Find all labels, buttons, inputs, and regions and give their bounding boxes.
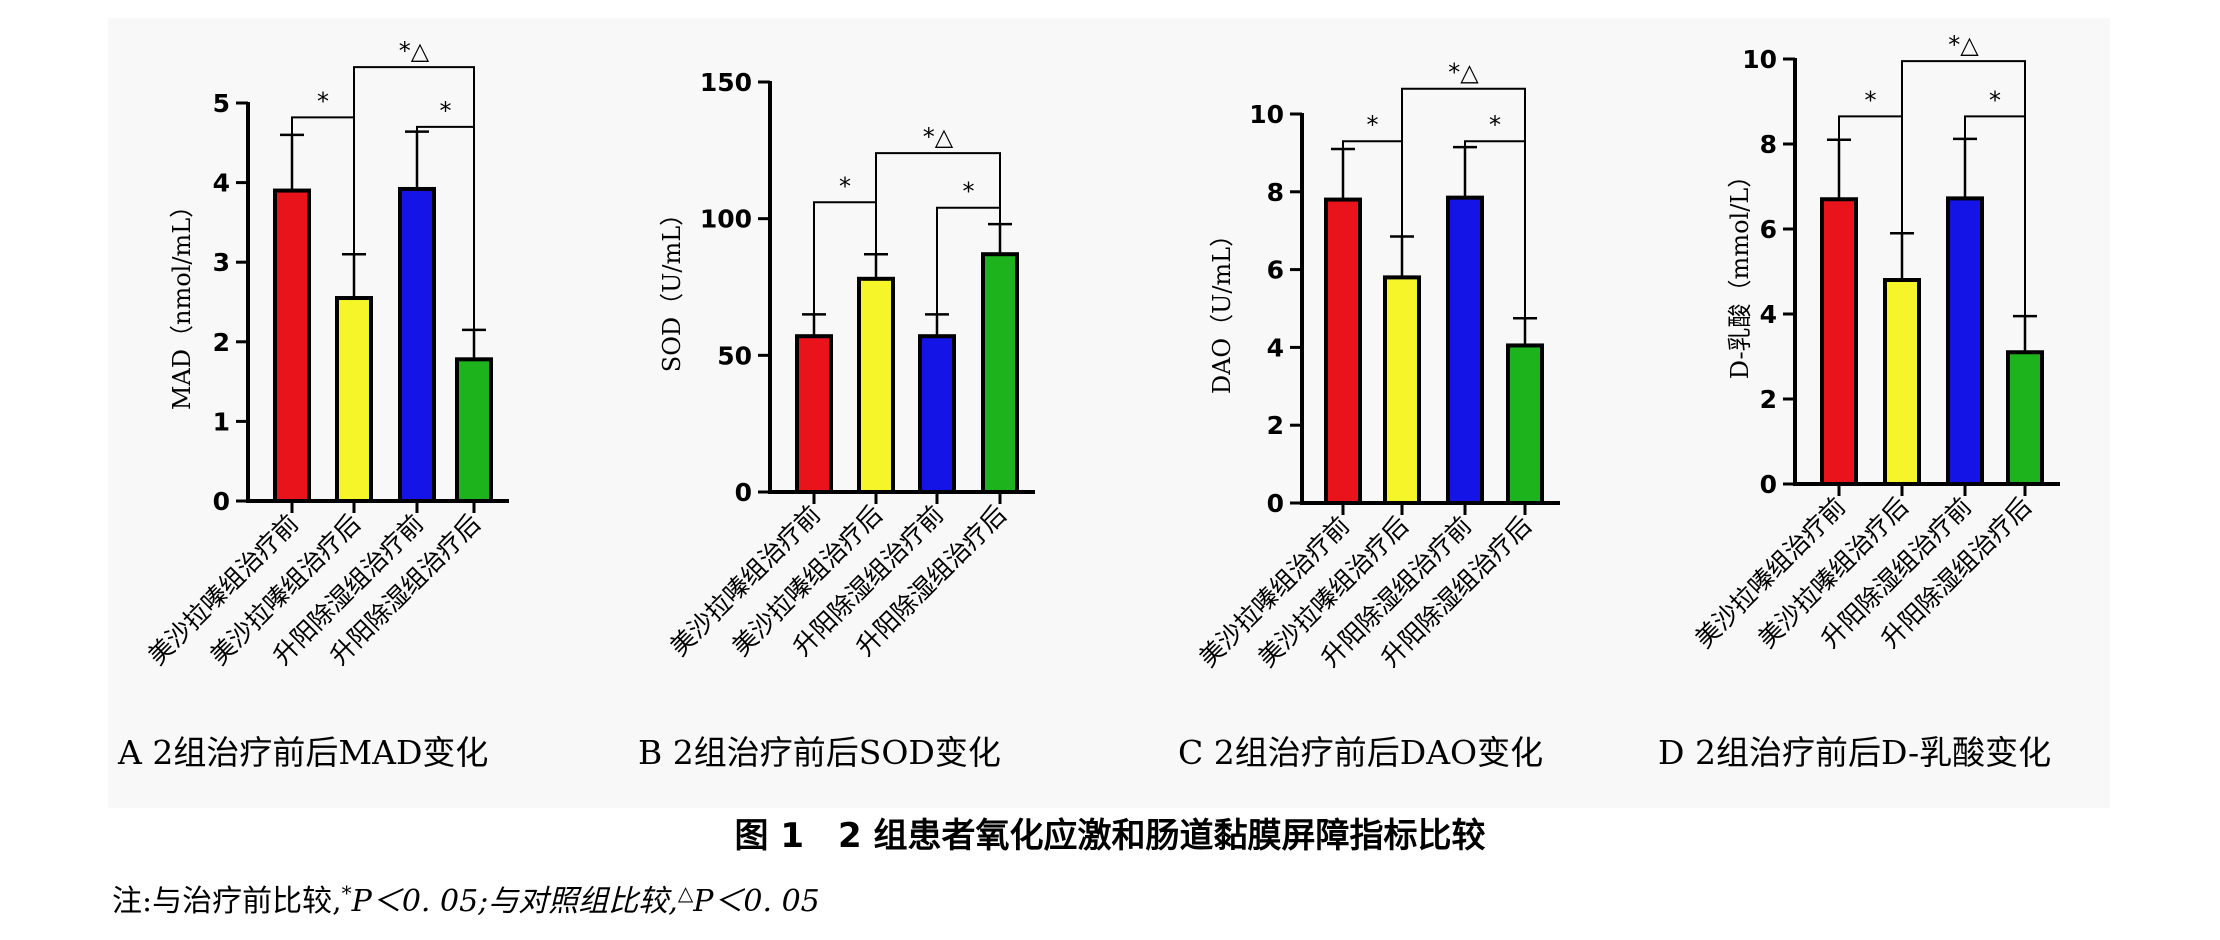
- figure-caption: 图 1 2 组患者氧化应激和肠道黏膜屏障指标比较: [734, 816, 1486, 856]
- y-axis-label: DAO（U/mL）: [1208, 223, 1236, 394]
- y-tick-label: 6: [1267, 256, 1284, 285]
- y-tick-label: 2: [213, 328, 230, 357]
- y-tick-label: 6: [1760, 215, 1777, 244]
- bar: [981, 252, 1019, 494]
- bar: [1324, 197, 1362, 506]
- y-tick-label: 4: [213, 169, 230, 198]
- note-prefix: 注:与治疗前比较,: [112, 884, 342, 919]
- bar: [857, 276, 895, 494]
- note-p-text-1: P＜0. 05;与对照组比较,: [351, 884, 678, 919]
- panel-caption: A 2组治疗前后MAD变化: [117, 733, 488, 772]
- significance-bracket: [416, 125, 475, 330]
- significance-label: *: [839, 172, 851, 200]
- y-tick-label: 3: [213, 248, 230, 277]
- figure-charts: 012345MAD（nmol/mL）美沙拉嗪组治疗前美沙拉嗪组治疗后升阳除湿组治…: [117, 31, 2060, 772]
- significance-label: *△: [399, 37, 430, 65]
- significance-label: *: [1367, 111, 1379, 139]
- figure-note: 注:与治疗前比较,*P＜0. 05;与对照组比较,△P＜0. 05: [112, 876, 820, 920]
- significance-label: *△: [923, 123, 954, 151]
- significance-bracket: [936, 206, 1001, 315]
- significance-bracket: [1964, 115, 2026, 317]
- y-tick-label: 4: [1760, 300, 1777, 329]
- bar: [918, 334, 956, 495]
- bar: [1946, 196, 1984, 486]
- significance-label: *: [963, 178, 975, 206]
- y-tick-label: 1: [213, 407, 230, 436]
- note-star: *: [341, 881, 352, 905]
- y-tick-label: 4: [1267, 333, 1284, 362]
- bar: [273, 188, 311, 503]
- bar: [455, 357, 493, 504]
- panel-caption: D 2组治疗前后D-乳酸变化: [1658, 733, 2051, 772]
- bar: [1820, 197, 1858, 486]
- significance-label: *: [440, 97, 452, 125]
- y-tick-label: 150: [700, 68, 752, 97]
- note-p-text-2: P＜0. 05: [693, 884, 820, 919]
- y-tick-label: 0: [1267, 489, 1284, 518]
- y-tick-label: 50: [717, 341, 752, 370]
- y-tick-label: 2: [1760, 385, 1777, 414]
- panel-caption: B 2组治疗前后SOD变化: [638, 733, 1001, 772]
- y-tick-label: 2: [1267, 411, 1284, 440]
- y-tick-label: 100: [700, 205, 752, 234]
- y-tick-label: 0: [1760, 470, 1777, 499]
- significance-label: *△: [1948, 31, 1979, 59]
- figure-panel: [108, 18, 2110, 808]
- y-tick-label: 10: [1249, 100, 1284, 129]
- bar: [1506, 343, 1544, 505]
- significance-label: *: [1865, 86, 1877, 114]
- panel-caption: C 2组治疗前后DAO变化: [1178, 733, 1543, 772]
- y-axis-label: MAD（nmol/mL）: [168, 194, 196, 410]
- significance-bracket: [1464, 140, 1526, 319]
- significance-label: *: [317, 87, 329, 115]
- bar: [1883, 278, 1921, 486]
- significance-label: *: [1489, 111, 1501, 139]
- bar: [2006, 350, 2044, 486]
- bar: [1383, 275, 1421, 505]
- bar: [795, 334, 833, 495]
- y-axis-label: SOD（U/mL）: [658, 202, 686, 372]
- y-tick-label: 5: [213, 89, 230, 118]
- bar: [335, 296, 373, 503]
- y-tick-label: 8: [1760, 130, 1777, 159]
- y-tick-label: 8: [1267, 178, 1284, 207]
- y-tick-label: 0: [735, 478, 752, 507]
- y-tick-label: 10: [1742, 45, 1777, 74]
- bar: [398, 186, 436, 504]
- significance-label: *: [1989, 86, 2001, 114]
- y-tick-label: 0: [213, 487, 230, 516]
- significance-label: *△: [1448, 59, 1479, 87]
- note-triangle: △: [677, 881, 694, 905]
- bar: [1446, 195, 1484, 505]
- y-axis-label: D-乳酸（mmol/L）: [1726, 164, 1754, 379]
- significance-bracket: [875, 152, 1001, 255]
